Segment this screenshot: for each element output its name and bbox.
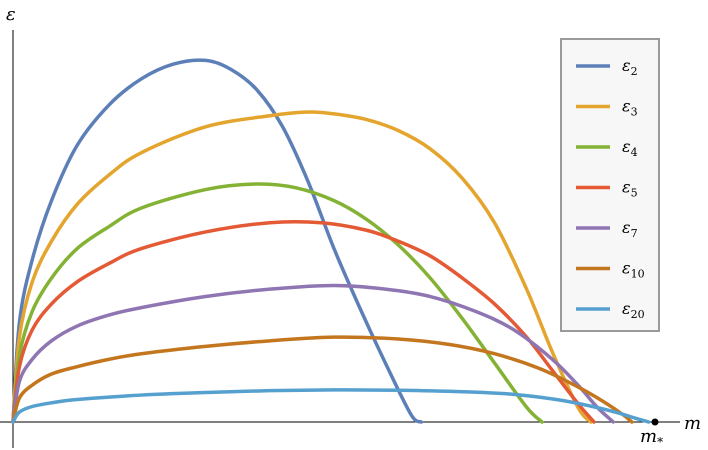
series-line-eps-10 xyxy=(11,335,634,424)
legend-label-eps-10: ε10 xyxy=(622,259,645,281)
legend-item-eps-4: ε4 xyxy=(576,137,638,159)
x-axis-label: m xyxy=(684,413,701,434)
legend-item-eps-7: ε7 xyxy=(576,218,638,240)
m-star-label: m* xyxy=(640,426,663,449)
legend-label-eps-3: ε3 xyxy=(622,97,638,119)
legend-label-eps-2: ε2 xyxy=(622,56,638,78)
series-line-eps-7 xyxy=(11,283,616,424)
legend-item-eps-20: ε20 xyxy=(576,299,645,321)
series-group xyxy=(11,58,651,424)
series-line-eps-20 xyxy=(11,388,651,424)
m-star-marker xyxy=(651,418,659,426)
legend-item-eps-5: ε5 xyxy=(576,178,638,200)
legend-box xyxy=(560,38,660,332)
legend-label-eps-7: ε7 xyxy=(622,218,638,240)
legend-item-eps-2: ε2 xyxy=(576,56,638,78)
series-line-eps-2 xyxy=(11,58,424,424)
legend: ε2 ε3 ε4 ε5 ε7 ε10 ε20 xyxy=(560,38,660,332)
y-axis-label: ε xyxy=(6,4,16,25)
series-line-eps-4 xyxy=(11,182,544,424)
legend-item-eps-10: ε10 xyxy=(576,259,645,281)
m-star-subscript: * xyxy=(657,435,663,449)
legend-label-eps-4: ε4 xyxy=(622,137,638,159)
legend-item-eps-3: ε3 xyxy=(576,97,638,119)
legend-label-eps-5: ε5 xyxy=(622,178,638,200)
legend-label-eps-20: ε20 xyxy=(622,299,645,321)
axes: ε m m* xyxy=(0,4,701,449)
series-line-eps-3 xyxy=(11,110,593,424)
